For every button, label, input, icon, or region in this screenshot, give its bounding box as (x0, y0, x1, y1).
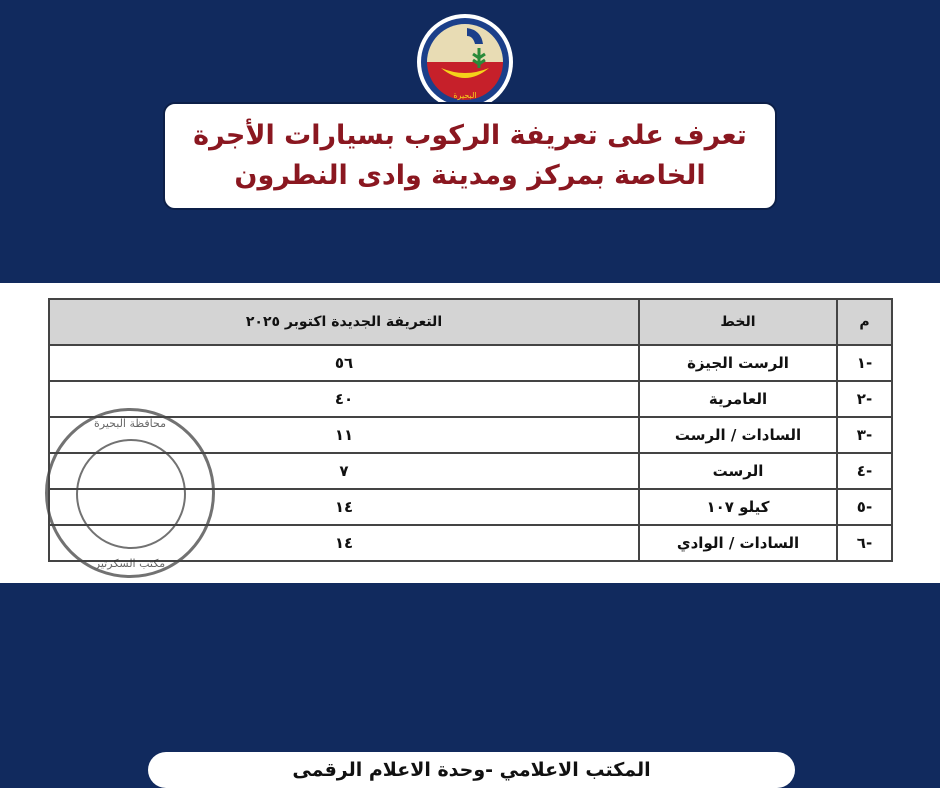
row-fare: ٥٦ (48, 344, 640, 382)
row-num: -٤ (836, 452, 893, 490)
row-route: الرست الجيزة (638, 344, 838, 382)
fare-table: م الخط التعريفة الجديدة اكتوبر ٢٠٢٥ -١ ال… (48, 298, 893, 562)
stamp-bottom-text: مكتب السكرتير (94, 557, 166, 570)
eagle-emblem-icon (76, 439, 186, 549)
governorate-logo: البحيرة (417, 14, 513, 110)
beheira-emblem-icon: البحيرة (421, 18, 509, 106)
row-num: -٦ (836, 524, 893, 562)
row-route: الرست (638, 452, 838, 490)
header-route: الخط (638, 298, 838, 346)
header-num: م (836, 298, 893, 346)
official-stamp: محافظة البحيرة مكتب السكرتير (45, 408, 215, 578)
row-route: العامرية (638, 380, 838, 418)
row-route: السادات / الوادي (638, 524, 838, 562)
row-num: -٣ (836, 416, 893, 454)
row-route: كيلو ١٠٧ (638, 488, 838, 526)
row-num: -١ (836, 344, 893, 382)
table-row: -١ الرست الجيزة ٥٦ (48, 344, 893, 382)
footer-credit: المكتب الاعلامي -وحدة الاعلام الرقمى (148, 752, 795, 788)
header-fare: التعريفة الجديدة اكتوبر ٢٠٢٥ (48, 298, 640, 346)
table-header-row: م الخط التعريفة الجديدة اكتوبر ٢٠٢٥ (48, 298, 893, 346)
svg-text:البحيرة: البحيرة (453, 91, 476, 100)
title-line-2: الخاصة بمركز ومدينة وادى النطرون (234, 160, 706, 191)
row-num: -٢ (836, 380, 893, 418)
stamp-top-text: محافظة البحيرة (94, 417, 166, 430)
row-route: السادات / الرست (638, 416, 838, 454)
table-row: -٢ العامرية ٤٠ (48, 380, 893, 418)
title-box: تعرف على تعريفة الركوب بسيارات الأجرة ال… (163, 102, 777, 210)
row-num: -٥ (836, 488, 893, 526)
title-line-1: تعرف على تعريفة الركوب بسيارات الأجرة (193, 120, 747, 151)
row-fare: ٤٠ (48, 380, 640, 418)
